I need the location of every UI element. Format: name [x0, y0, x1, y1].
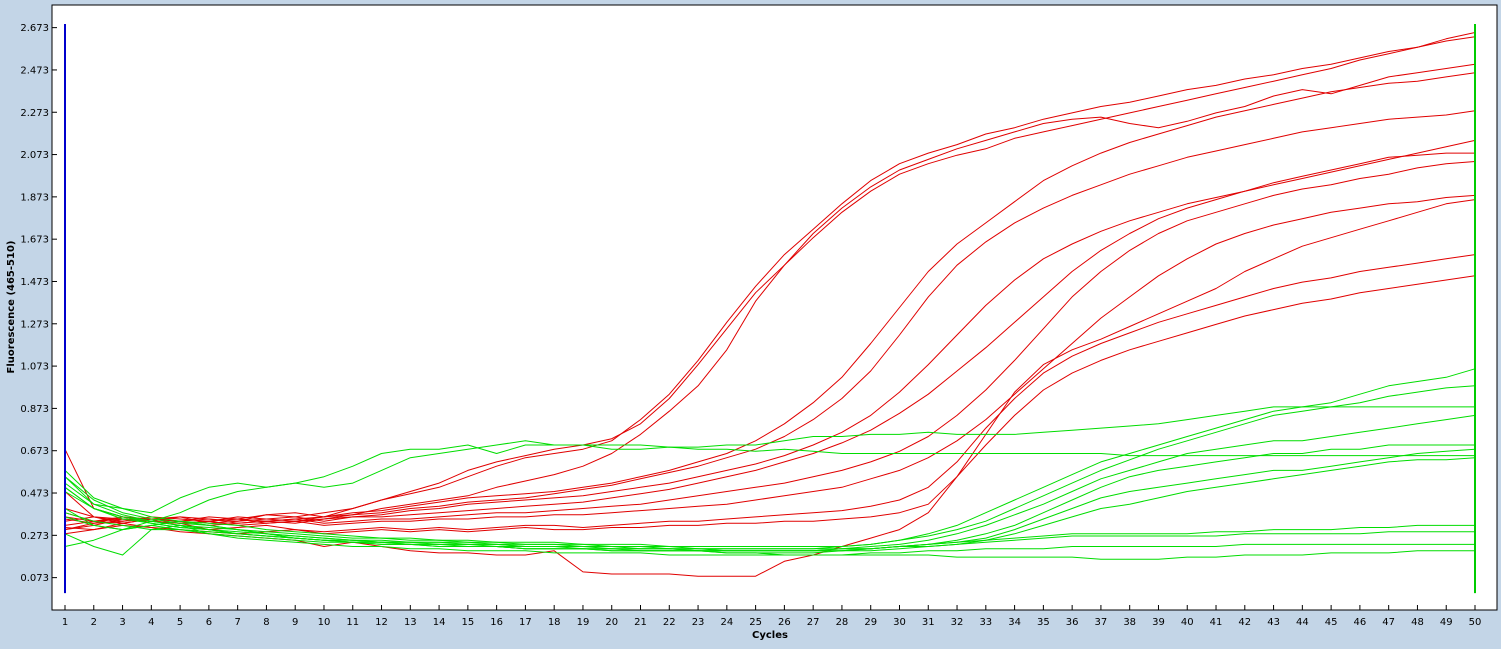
series-line-12	[64, 444, 1475, 514]
x-tick-label: 45	[1325, 617, 1338, 628]
x-tick-label: 48	[1411, 617, 1424, 628]
y-tick-label: 2.073	[20, 150, 49, 161]
x-tick-label: 25	[749, 617, 762, 628]
y-tick-label: 0.273	[20, 531, 49, 542]
y-tick-label: 2.673	[20, 23, 49, 34]
x-tick-label: 9	[292, 617, 298, 628]
series-line-22	[64, 524, 1475, 556]
series-line-13	[64, 406, 1475, 522]
x-tick-label: 22	[663, 617, 676, 628]
series-line-2	[64, 63, 1476, 531]
x-tick-label: 12	[375, 617, 388, 628]
x-tick-label: 41	[1210, 617, 1223, 628]
x-tick-label: 23	[692, 617, 705, 628]
x-tick-label: 11	[346, 617, 359, 628]
x-tick-label: 10	[318, 617, 331, 628]
marker-layer	[64, 24, 1476, 594]
x-tick-label: 6	[206, 617, 212, 628]
x-axis: 1 2 3 4 5 6 7 8 9 10 11 12 13 14 15 16 17 18 19 20 21 22 23 24 2…	[62, 605, 1482, 628]
x-tick-label: 16	[490, 617, 503, 628]
series-line-8	[64, 194, 1476, 526]
x-tick-label: 49	[1440, 617, 1453, 628]
x-tick-label: 18	[548, 617, 561, 628]
x-axis-title: Cycles	[752, 630, 788, 641]
series-line-7	[64, 161, 1476, 526]
x-tick-label: 4	[148, 617, 154, 628]
series-line-0	[64, 36, 1476, 522]
y-axis: 0.073 0.273 0.473 0.673 0.873 1.073 1.273 1.473…	[20, 23, 57, 584]
series-line-3	[64, 72, 1476, 522]
x-tick-label: 42	[1238, 617, 1251, 628]
x-tick-label: 24	[720, 617, 733, 628]
series-line-1	[64, 32, 1476, 524]
x-tick-label: 17	[519, 617, 532, 628]
x-tick-label: 27	[807, 617, 820, 628]
x-tick-label: 3	[119, 617, 125, 628]
x-tick-label: 21	[634, 617, 647, 628]
plot-area	[51, 4, 1498, 611]
x-tick-label: 1	[62, 617, 68, 628]
x-tick-label: 8	[263, 617, 269, 628]
series-line-11	[64, 199, 1476, 577]
x-tick-label: 13	[404, 617, 417, 628]
x-tick-label: 43	[1267, 617, 1280, 628]
x-tick-label: 20	[605, 617, 618, 628]
y-tick-label: 1.473	[20, 277, 49, 288]
x-tick-label: 38	[1123, 617, 1136, 628]
y-tick-label: 1.073	[20, 362, 49, 373]
y-tick-label: 0.673	[20, 446, 49, 457]
y-tick-label: 1.273	[20, 319, 49, 330]
x-tick-label: 36	[1066, 617, 1079, 628]
x-tick-label: 7	[234, 617, 240, 628]
x-tick-label: 35	[1037, 617, 1050, 628]
x-tick-label: 46	[1354, 617, 1367, 628]
x-tick-label: 31	[922, 617, 935, 628]
series-line-6	[64, 152, 1475, 524]
y-tick-label: 1.873	[20, 192, 49, 203]
x-tick-label: 15	[461, 617, 474, 628]
x-tick-label: 32	[951, 617, 964, 628]
x-tick-label: 29	[864, 617, 877, 628]
y-tick-label: 0.073	[20, 573, 49, 584]
x-tick-label: 39	[1152, 617, 1165, 628]
x-tick-label: 34	[1008, 617, 1021, 628]
series-line-23	[64, 520, 1475, 560]
x-tick-label: 50	[1469, 617, 1482, 628]
x-tick-label: 26	[778, 617, 791, 628]
x-tick-label: 28	[836, 617, 849, 628]
x-tick-label: 33	[979, 617, 992, 628]
y-tick-label: 0.873	[20, 404, 49, 415]
y-tick-label: 2.473	[20, 65, 49, 76]
x-tick-label: 14	[433, 617, 446, 628]
x-tick-label: 44	[1296, 617, 1309, 628]
x-tick-label: 40	[1181, 617, 1194, 628]
series-layer	[64, 32, 1476, 577]
y-tick-label: 0.473	[20, 489, 49, 500]
x-tick-label: 30	[893, 617, 906, 628]
x-tick-label: 47	[1382, 617, 1395, 628]
x-tick-label: 37	[1095, 617, 1108, 628]
y-axis-title: Fluorescence (465-510)	[6, 241, 17, 374]
x-tick-label: 5	[177, 617, 183, 628]
x-tick-label: 19	[577, 617, 590, 628]
x-tick-label: 2	[91, 617, 97, 628]
series-line-14	[64, 368, 1476, 547]
y-tick-label: 1.673	[20, 235, 49, 246]
y-tick-label: 2.273	[20, 108, 49, 119]
series-line-10	[64, 275, 1476, 535]
